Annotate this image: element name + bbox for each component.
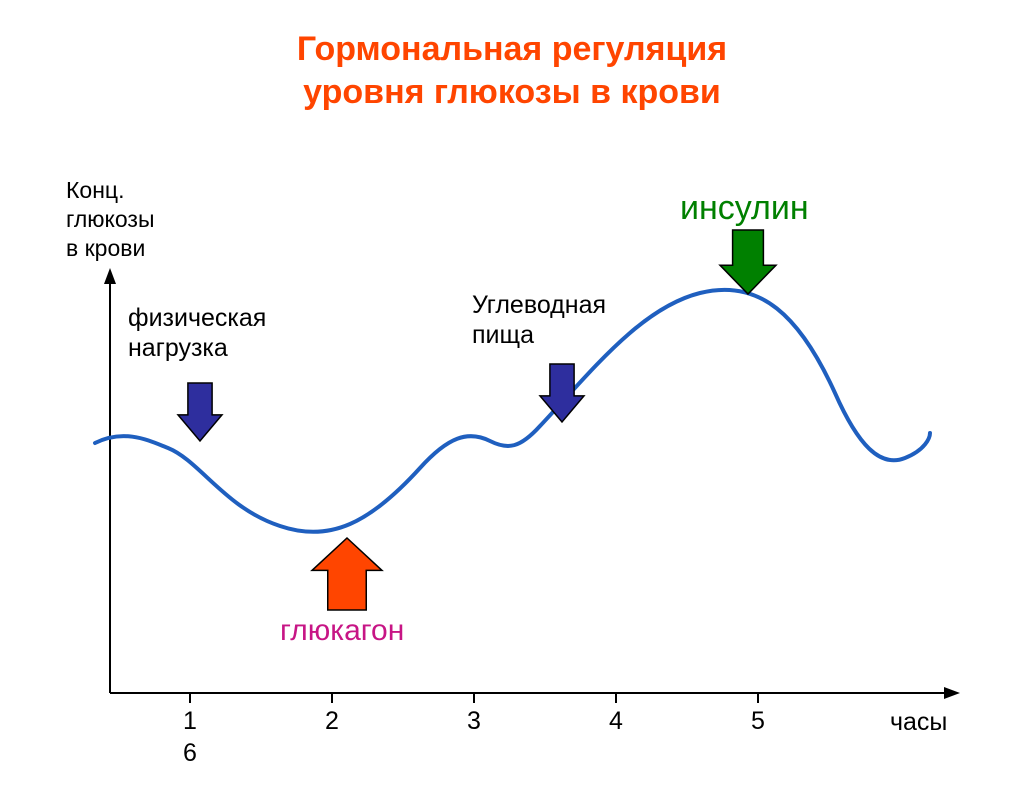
arrow-carb-food — [540, 364, 584, 422]
arrow-physical — [178, 383, 222, 441]
glucose-curve — [95, 290, 930, 532]
arrow-glucagon — [312, 538, 382, 610]
x-tick-extra: 6 — [170, 739, 210, 768]
x-tick: 5 — [738, 707, 778, 736]
arrow-insulin — [720, 230, 776, 294]
x-tick: 2 — [312, 707, 352, 736]
chart-svg — [0, 28, 1024, 796]
x-tick: 1 — [170, 707, 210, 736]
x-tick: 4 — [596, 707, 636, 736]
x-tick: 3 — [454, 707, 494, 736]
